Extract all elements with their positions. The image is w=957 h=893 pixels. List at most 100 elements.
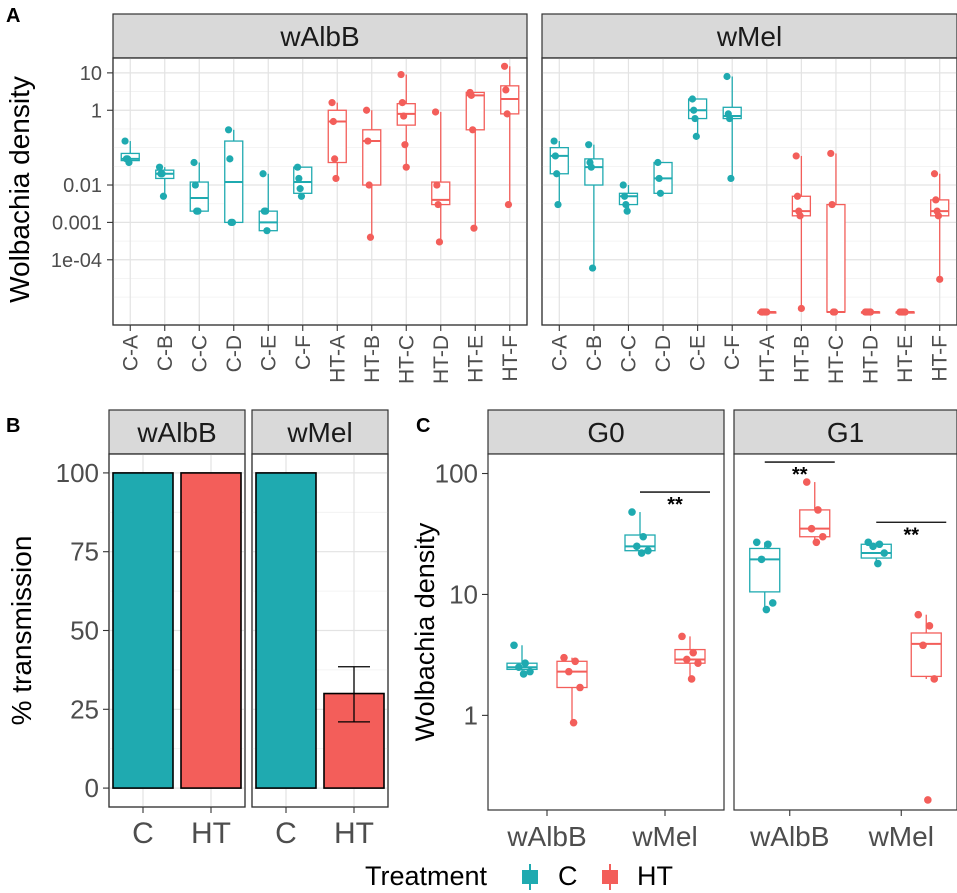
panel-c-g1-xtick-label: wAlbB: [749, 821, 829, 852]
panel-c-g0-point: [521, 659, 529, 668]
panel-b-ytick-label: 0: [85, 773, 99, 803]
panel-a-wmel-point: [901, 308, 909, 316]
panel-a-walbb-point: [431, 108, 440, 116]
panel-c-g1-point: [812, 538, 821, 547]
panel-c-g1-point: [802, 478, 811, 486]
panel-a-wmel-xtick-label: HT-B: [790, 335, 813, 383]
panel-b-wmel-xtick-label: C: [275, 817, 297, 850]
panel-c-g1-significance-label: **: [903, 524, 919, 546]
panel-a-walbb-xtick-label: HT-B: [361, 335, 384, 383]
panel-b-ytick-label: 25: [70, 694, 99, 724]
panel-a-walbb-point: [125, 158, 133, 167]
legend-label-c: C: [558, 861, 578, 891]
panel-a-wmel-point: [797, 304, 805, 313]
panel-b-ytick-label: 50: [70, 616, 99, 646]
panel-c-g0-point: [694, 659, 702, 668]
panel-c-g1-point: [919, 641, 927, 650]
panel-c-g0-point: [689, 648, 697, 657]
panel-b: wAlbB C HT wMel C HT 0 25 50 75 100 % transmission: [6, 409, 389, 850]
panel-a-walbb-xtick-label: C-F: [292, 335, 315, 370]
panel-a-walbb-point: [503, 110, 511, 118]
panel-a-walbb-point: [191, 181, 199, 189]
panel-a-wmel-point: [796, 212, 804, 220]
panel-b-walbb-xtick-label: C: [132, 817, 154, 850]
panel-b-wmel-bar: [255, 472, 317, 789]
panel-a-walbb-box: [327, 109, 347, 164]
panel-a-walbb-point: [328, 99, 336, 107]
panel-a-wmel-xtick-label: C-E: [687, 335, 710, 371]
panel-a-wmel-point: [550, 137, 558, 145]
panel-a-walbb-point: [332, 174, 340, 183]
panel-a-walbb-point: [434, 200, 442, 209]
panel-b-walbb-strip-label: wAlbB: [136, 417, 216, 448]
panel-a-walbb-xtick-label: C-D: [223, 335, 246, 372]
panel-a-wmel-xtick-label: HT-F: [929, 335, 952, 382]
panel-a-wmel-point: [936, 275, 944, 283]
panel-b-ylabel: % transmission: [6, 536, 37, 726]
panel-c-ytick-label: 100: [435, 459, 478, 489]
panel-c-g0-strip-label: G0: [587, 417, 624, 448]
panel-a-walbb-xtick-label: C-B: [154, 335, 177, 371]
panel-c-g0-point: [571, 657, 579, 666]
panel-a-wmel-xtick-label: HT-A: [756, 335, 779, 383]
panel-a-walbb-point: [402, 163, 410, 171]
panel-a-walbb-point: [262, 207, 270, 215]
panel-a-walbb-point: [469, 126, 477, 134]
panel-c-g1-point: [814, 506, 822, 514]
panel-c-g1-point: [880, 549, 889, 557]
panel-a-walbb-xtick-label: C-E: [257, 335, 280, 371]
panel-c-g0-significance-label: **: [667, 494, 683, 516]
panel-a-walbb-point: [293, 163, 302, 171]
panel-c-g1-point: [925, 622, 934, 630]
panel-a-walbb-point: [398, 99, 406, 107]
panel-a-walbb-xtick-label: HT-C: [395, 335, 418, 384]
panel-a-walbb-point: [502, 86, 510, 94]
panel-a-wmel-xtick-label: C-B: [583, 335, 606, 371]
panel-a-walbb-point: [295, 174, 303, 183]
panel-a-walbb-strip: [112, 13, 528, 59]
panel-a-walbb-point: [365, 181, 373, 189]
panel-a-wmel-point: [827, 149, 835, 158]
panel-c-g1-point: [924, 796, 932, 804]
panel-a-walbb-point: [329, 117, 337, 126]
panel-c-g0-point: [560, 653, 568, 662]
panel-c-ylabel: Wolbachia density: [410, 522, 440, 741]
panel-a-walbb-point: [224, 126, 233, 134]
panel-c-g0-point: [678, 632, 686, 641]
panel-a-wmel-point: [692, 132, 700, 140]
panel-a-walbb-point: [155, 163, 164, 171]
panel-c-g1-point: [930, 675, 939, 683]
panel-c-g0-strip: [487, 409, 725, 455]
panel-c-g1-xtick-label: wMel: [868, 821, 934, 852]
panel-a-wmel-xtick-label: HT-C: [825, 335, 848, 384]
legend-key-c: [522, 864, 538, 890]
panel-a-wmel-point: [831, 308, 839, 316]
panel-b-ytick-label: 75: [70, 537, 99, 567]
panel-c-g1-strip-label: G1: [827, 417, 864, 448]
panel-c-g0-point: [519, 670, 528, 678]
panel-a-walbb-point: [331, 155, 339, 163]
panel-c-g0-plot-area: [487, 453, 725, 811]
panel-a-walbb-point: [435, 238, 444, 246]
panel-a-walbb-xtick-label: HT-E: [464, 335, 487, 383]
panel-a-walbb-point: [397, 70, 405, 79]
panel-c-g1-point: [757, 555, 766, 564]
panel-c-g0-point: [569, 718, 578, 727]
panel-c-g1-box: [749, 547, 781, 593]
panel-c-g0-point: [515, 663, 523, 672]
panel-a-walbb-strip-label: wAlbB: [279, 21, 359, 52]
panel-a-walbb-point: [401, 141, 409, 149]
panel-c-g0-xtick-label: wAlbB: [506, 821, 586, 852]
panel-a-walbb-box: [362, 129, 382, 186]
panel-a-walbb-xtick-label: C-C: [188, 335, 211, 372]
panel-a-walbb-point: [366, 233, 375, 241]
panel-a-wmel-xtick-label: C-C: [617, 335, 640, 372]
panel-c-g0-point: [633, 542, 641, 551]
panel-c-g0-point: [628, 508, 636, 516]
legend-label-ht: HT: [637, 861, 673, 891]
panel-a: wAlbB C-A C-B C-C C-D C-E C-F HT-A HT-B HT-C HT-D H…: [4, 13, 957, 384]
panel-a-wmel-point: [622, 200, 630, 209]
panel-b-wmel-frame: [251, 453, 389, 808]
panel-a-wmel-point: [723, 72, 731, 81]
panel-c-ytick-label: 1: [464, 700, 478, 730]
